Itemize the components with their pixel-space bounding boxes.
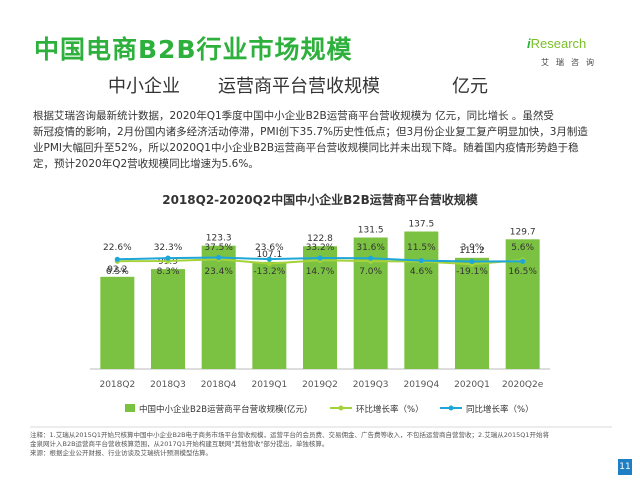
revenue-bar	[252, 261, 287, 369]
legend-bar-label: 中国中小企业B2B运营商平台营收规模(亿元)	[139, 404, 307, 415]
subtitle-part-3: 亿元	[452, 76, 488, 97]
bar-value-label: 122.8	[307, 234, 333, 244]
yoy-growth-label: 11.5%	[407, 243, 436, 253]
bar-value-label: 129.7	[510, 227, 536, 237]
legend-yoy-dot	[448, 405, 454, 411]
x-tick-label: 2018Q3	[150, 380, 186, 390]
footnote-line: 来源：根据企业公开财报、行业访谈及艾瑞统计预测模型估算。	[30, 449, 212, 457]
yoy-growth-point	[114, 256, 120, 262]
x-tick-label: 2019Q1	[251, 380, 287, 390]
page-title: 中国电商B2B行业市场规模	[34, 35, 353, 64]
revenue-bar	[455, 257, 489, 369]
footnote: 注释：1.艾瑞从2015Q1开始只核算中国中小企业B2B电子商务市场平台营收规模…	[30, 431, 620, 458]
chart-title: 2018Q2-2020Q2中国中小企业B2B运营商平台营收规模	[162, 193, 478, 207]
intro-line: 新冠疫情的影响，2月份国内诸多经济活动停滞，PMI创下35.7%历史性低点；但3…	[33, 126, 588, 138]
mom-growth-label: 4.6%	[410, 267, 433, 277]
bar-value-label: 123.3	[206, 234, 232, 244]
x-tick-label: 2019Q3	[353, 380, 389, 390]
revenue-bar	[201, 245, 236, 369]
subtitle-part-2: 运营商平台营收规模	[218, 76, 380, 97]
yoy-growth-label: 23.6%	[255, 243, 284, 253]
revenue-bar	[404, 231, 439, 369]
legend-mom-label: 环比增长率（%）	[356, 404, 424, 415]
yoy-growth-label: 37.5%	[204, 243, 233, 253]
yoy-growth-label: 33.2%	[306, 243, 335, 253]
yoy-growth-point	[216, 254, 222, 261]
yoy-growth-label: 3.9%	[461, 243, 484, 253]
bar-value-label: 111.2	[459, 246, 485, 256]
yoy-growth-point	[469, 258, 475, 265]
mom-growth-label: 23.4%	[204, 267, 233, 277]
intro-line: 业PMI大幅回升至52%，所以2020Q1中小企业B2B运营商平台营收规模同比并…	[33, 142, 579, 154]
bar-value-label: 107.1	[256, 250, 282, 260]
bar-value-label: 137.5	[408, 220, 434, 230]
yoy-growth-point	[368, 255, 374, 261]
x-tick-label: 2019Q2	[302, 380, 338, 390]
revenue-bar	[151, 269, 185, 369]
iresearch-logo: iResearch 艾瑞咨询	[527, 36, 627, 76]
intro-line: 根据艾瑞咨询最新统计数据，2020年Q1季度中国中小企业B2B运营商平台营收规模…	[33, 110, 554, 122]
legend-mom-dot	[338, 405, 344, 411]
yoy-growth-label: 22.6%	[103, 243, 132, 253]
subtitle-part-1: 中小企业	[108, 76, 180, 97]
mom-growth-label: 8.3%	[157, 267, 180, 277]
x-tick-label: 2020Q2e	[502, 380, 544, 390]
yoy-growth-point	[266, 256, 272, 262]
mom-growth-label: -13.2%	[253, 267, 285, 277]
bar-value-label: 131.5	[358, 226, 384, 236]
x-tick-label: 2020Q1	[454, 380, 490, 390]
intro-line: 定，预计2020年Q2营收规模同比增速为5.6%。	[33, 158, 259, 170]
yoy-growth-label: 32.3%	[154, 243, 183, 253]
x-tick-label: 2018Q4	[201, 380, 237, 390]
revenue-bar	[100, 276, 135, 369]
intro-paragraph: 根据艾瑞咨询最新统计数据，2020年Q1季度中国中小企业B2B运营商平台营收规模…	[33, 108, 616, 172]
yoy-growth-point	[165, 255, 171, 261]
yoy-growth-point	[317, 255, 323, 261]
yoy-growth-label: 31.6%	[356, 243, 385, 253]
mom-growth-label: 6.5%	[106, 267, 129, 277]
x-tick-label: 2018Q2	[99, 380, 135, 390]
x-tick-label: 2019Q4	[403, 380, 439, 390]
logo-subtext: 艾瑞咨询	[541, 58, 601, 67]
mom-growth-label: 14.7%	[306, 267, 335, 277]
mom-growth-label: -19.1%	[456, 267, 488, 277]
yoy-growth-point	[418, 258, 424, 264]
footnote-line: 金泉网计入B2B运营商平台营收核算范围，从2017Q1开始构建互联网"其他营收"…	[30, 440, 329, 448]
mom-growth-label: 16.5%	[508, 267, 537, 277]
revenue-bar	[303, 246, 337, 369]
bar-value-label: 92.2	[107, 265, 127, 275]
legend-yoy-label: 同比增长率（%）	[466, 404, 534, 415]
mom-growth-label: 7.0%	[359, 267, 382, 277]
footnote-line: 注释：1.艾瑞从2015Q1开始只核算中国中小企业B2B电子商务市场平台营收规模…	[30, 431, 550, 439]
legend-bar-swatch	[125, 404, 135, 412]
subtitle-row: 中小企业 运营商平台营收规模 亿元	[0, 72, 640, 100]
mom-growth-point	[266, 260, 272, 267]
logo-wordmark: iResearch	[527, 36, 587, 51]
yoy-growth-point	[520, 258, 526, 264]
page-number: 11	[618, 459, 632, 475]
yoy-growth-label: 5.6%	[511, 243, 534, 253]
